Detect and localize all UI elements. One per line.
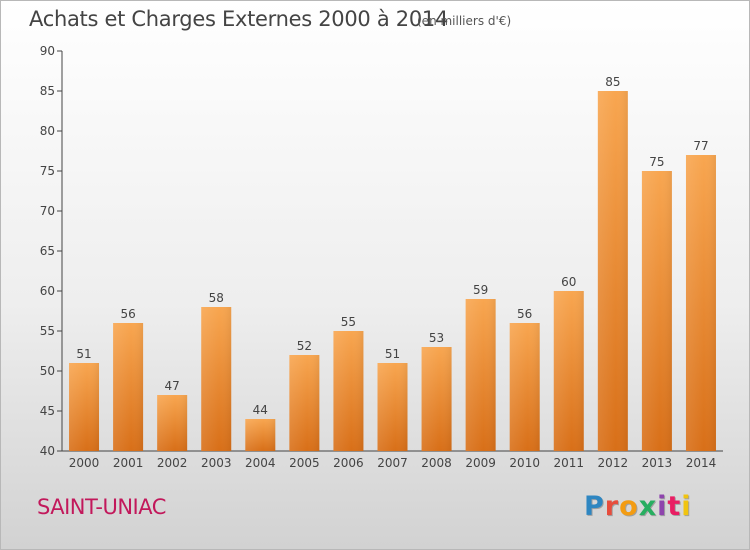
data-label: 56 [517, 307, 532, 321]
data-label: 47 [165, 379, 180, 393]
data-label: 77 [693, 139, 708, 153]
unit-label: (en milliers d'€) [417, 14, 512, 28]
x-tick-label: 2009 [465, 456, 496, 470]
bar-shade [597, 91, 628, 451]
y-tick-label: 65 [40, 244, 55, 258]
logo-letter: r [604, 491, 620, 522]
x-tick-label: 2006 [333, 456, 364, 470]
x-tick-label: 2008 [421, 456, 452, 470]
x-tick-label: 2001 [113, 456, 144, 470]
axes: 40 45 50 55 60 65 70 75 80 85 90 2000 2001 2002 2003 20… [40, 44, 723, 470]
x-tick-label: 2002 [157, 456, 188, 470]
logo-letter: x [638, 491, 658, 522]
y-tick-label: 45 [40, 404, 55, 418]
data-label: 51 [76, 347, 91, 361]
y-tick-label: 50 [40, 364, 55, 378]
y-tick-label: 55 [40, 324, 55, 338]
chart-title: Achats et Charges Externes 2000 à 2014 [29, 7, 449, 31]
y-tick-label: 85 [40, 84, 55, 98]
bar-shade [421, 347, 452, 451]
x-tick-label: 2013 [642, 456, 673, 470]
bar-shade [289, 355, 320, 451]
logo-letter: i [657, 491, 668, 522]
data-label: 59 [473, 283, 488, 297]
bar-chart: 40 45 50 55 60 65 70 75 80 85 90 2000 2001 2002 2003 20… [40, 44, 723, 470]
data-label: 60 [561, 275, 576, 289]
x-tick-label: 2005 [289, 456, 320, 470]
data-label: 51 [385, 347, 400, 361]
logo-letter: P [584, 491, 605, 522]
commune-name: SAINT-UNIAC [37, 495, 166, 519]
bar-shade [113, 323, 144, 451]
y-tick-label: 90 [40, 44, 55, 58]
data-label: 44 [253, 403, 268, 417]
x-tick-label: 2014 [686, 456, 717, 470]
data-label: 55 [341, 315, 356, 329]
x-tick-label: 2004 [245, 456, 276, 470]
bars: 51 56 47 58 44 52 55 51 53 59 56 60 85 75 77 [69, 75, 716, 451]
x-tick-label: 2012 [598, 456, 629, 470]
bar-shade [201, 307, 232, 451]
data-label: 58 [209, 291, 224, 305]
data-label: 56 [120, 307, 135, 321]
y-tick-label: 40 [40, 444, 55, 458]
bar-shade [377, 363, 408, 451]
proxiti-logo: Proxiti [584, 491, 692, 522]
y-tick-label: 75 [40, 164, 55, 178]
data-label: 53 [429, 331, 444, 345]
data-label: 75 [649, 155, 664, 169]
x-tick-label: 2000 [69, 456, 100, 470]
bar-shade [157, 395, 188, 451]
x-tick-label: 2007 [377, 456, 408, 470]
logo-letter: i [681, 491, 692, 522]
y-tick-label: 70 [40, 204, 55, 218]
x-tick-label: 2003 [201, 456, 232, 470]
logo-letter: o [619, 491, 639, 522]
bar-shade [245, 419, 276, 451]
bar-shade [685, 155, 716, 451]
logo-letter: t [667, 491, 682, 522]
x-tick-label: 2010 [509, 456, 540, 470]
y-tick-label: 80 [40, 124, 55, 138]
bar-shade [69, 363, 100, 451]
data-label: 85 [605, 75, 620, 89]
data-label: 52 [297, 339, 312, 353]
bar-shade [553, 291, 584, 451]
bar-shade [333, 331, 364, 451]
bar-shade [641, 171, 672, 451]
bar-shade [465, 299, 496, 451]
x-tick-label: 2011 [553, 456, 584, 470]
y-tick-label: 60 [40, 284, 55, 298]
bar-shade [509, 323, 540, 451]
